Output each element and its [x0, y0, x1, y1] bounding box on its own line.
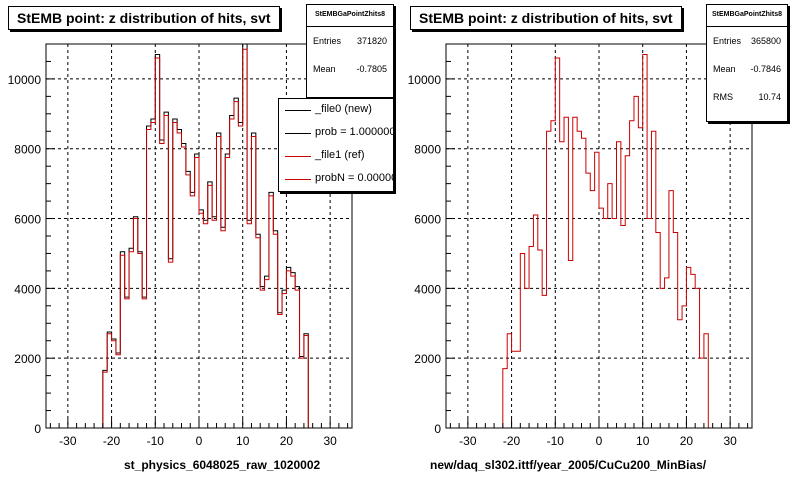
panel1-legend: _file0 (new) prob = 1.000000 _file1 (ref…	[278, 98, 394, 192]
panel2-y-tick-label: 6000	[414, 213, 441, 227]
panel2-stats-row-mean: Mean -0.7846	[707, 55, 787, 83]
panel2-x-tick-label: 20	[680, 434, 694, 448]
legend-entry-prob: prob = 1.000000	[279, 122, 393, 145]
panel2-x-axis-title: new/daq_sl302.ittf/year_2005/CuCu200_Min…	[430, 458, 707, 472]
stats-label: Mean	[713, 64, 736, 74]
stats-value: 365800	[750, 36, 781, 46]
panel1-x-tick-label: 30	[323, 434, 337, 448]
panel2-stats-name: StEMBGaPointZhits8	[707, 5, 787, 27]
panel1-x-tick-label: -20	[103, 434, 121, 448]
panel2-y-tick-label: 10000	[408, 73, 442, 87]
panel2-x-tick-label: 30	[723, 434, 737, 448]
panel1-x-axis-title: st_physics_6048025_raw_1020002	[124, 458, 321, 472]
panel2-y-tick-label: 0	[434, 422, 441, 436]
stats-value: 10.74	[758, 92, 781, 102]
stats-value: -0.7805	[356, 64, 387, 74]
legend-line	[285, 110, 311, 111]
legend-line	[285, 133, 311, 134]
panel2-stats-row-rms: RMS 10.74	[707, 83, 787, 111]
panel1-stats-row-mean: Mean -0.7805	[307, 55, 393, 83]
legend-entry-file1: _file1 (ref)	[279, 145, 393, 168]
panel1-y-tick-label: 6000	[14, 213, 41, 227]
panel1-y-tick-label: 0	[34, 422, 41, 436]
panel1-y-tick-label: 10000	[8, 73, 42, 87]
panel2-x-tick-label: 0	[596, 434, 603, 448]
legend-label: _file1 (ref)	[315, 149, 365, 161]
panel2-title: StEMB point: z distribution of hits, svt	[410, 6, 682, 30]
stats-value: 371820	[356, 36, 387, 46]
stats-label: Mean	[313, 64, 336, 74]
panel1-x-tick-label: 10	[236, 434, 250, 448]
stats-label: RMS	[713, 92, 733, 102]
panel1-y-tick-label: 4000	[14, 282, 41, 296]
stats-label: Entries	[313, 36, 342, 46]
panel1-stats-name: StEMBGaPointZhits8	[307, 5, 393, 27]
panel1-y-tick-label: 2000	[14, 352, 41, 366]
legend-label: probN = 0.000000	[315, 172, 393, 184]
legend-line	[285, 156, 311, 157]
legend-label: _file0 (new)	[315, 103, 372, 115]
panel2-stats-row-entries: Entries 365800	[707, 27, 787, 55]
panel2-x-tick-label: -10	[547, 434, 565, 448]
panel2-x-tick-label: 10	[636, 434, 650, 448]
legend-entry-probN: probN = 0.000000	[279, 168, 393, 191]
panel1-x-tick-label: 0	[196, 434, 203, 448]
panel1-x-tick-label: -10	[147, 434, 165, 448]
legend-label: prob = 1.000000	[315, 126, 394, 138]
stats-value: -0.7846	[750, 64, 781, 74]
panel2-y-tick-label: 2000	[414, 352, 441, 366]
legend-line	[285, 179, 311, 180]
panel1-title: StEMB point: z distribution of hits, svt	[8, 6, 280, 30]
legend-entry-file0: _file0 (new)	[279, 99, 393, 122]
panel1-y-tick-label: 8000	[14, 143, 41, 157]
panel2-stats-box: StEMBGaPointZhits8 Entries 365800 Mean -…	[706, 4, 788, 122]
panel2-x-tick-label: -30	[459, 434, 477, 448]
panel1-stats-row-entries: Entries 371820	[307, 27, 393, 55]
panel2-y-tick-label: 8000	[414, 143, 441, 157]
panel1-x-tick-label: 20	[280, 434, 294, 448]
panel1-histogram-series-2	[46, 48, 352, 429]
panel1-x-tick-label: -30	[59, 434, 77, 448]
panel1-stats-box: StEMBGaPointZhits8 Entries 371820 Mean -…	[306, 4, 394, 98]
panel2-x-tick-label: -20	[503, 434, 521, 448]
panel2-y-tick-label: 4000	[414, 282, 441, 296]
stats-label: Entries	[713, 36, 742, 46]
panel2-histogram-series-1	[446, 53, 752, 429]
